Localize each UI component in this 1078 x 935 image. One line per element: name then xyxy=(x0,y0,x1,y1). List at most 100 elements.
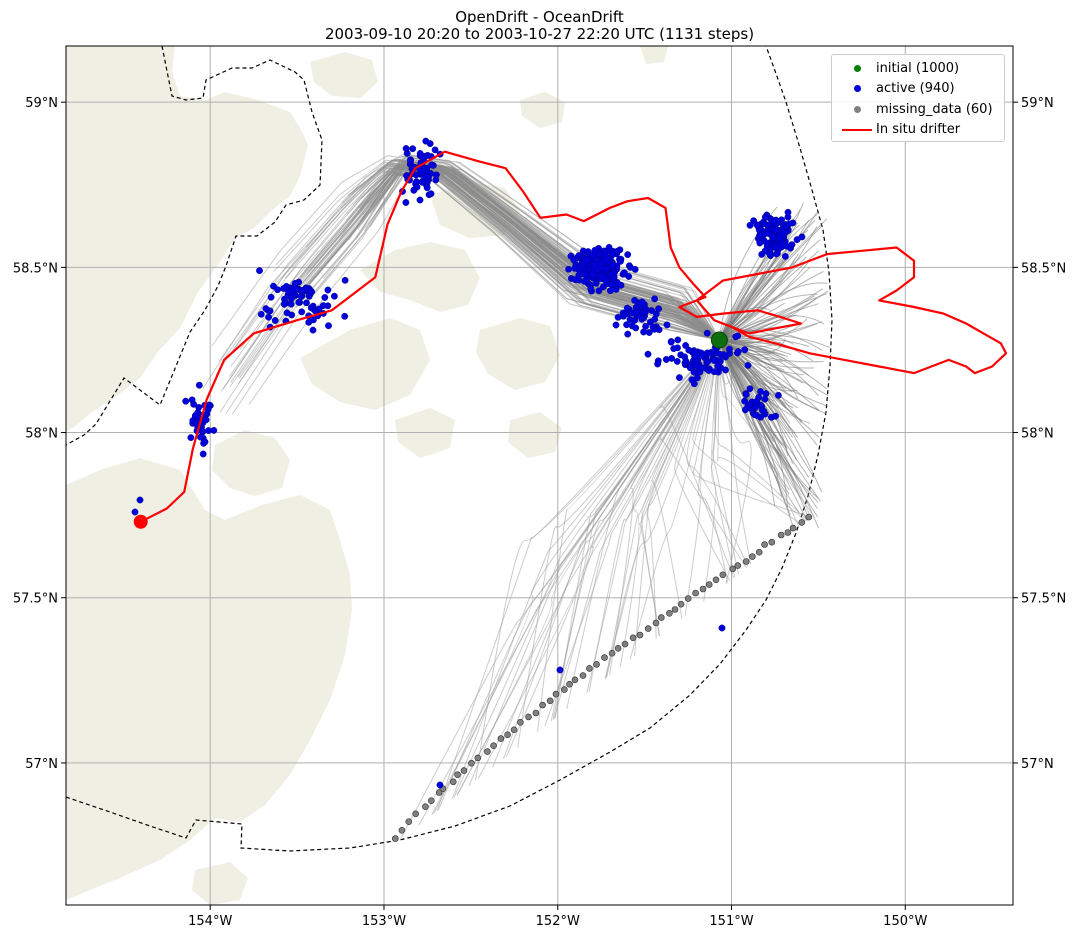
x-tick-label: 154°W xyxy=(188,914,232,929)
model-trajectory-line xyxy=(451,339,720,800)
model-trajectory-line xyxy=(537,339,720,732)
active-particle xyxy=(761,395,769,403)
model-trajectory-line xyxy=(433,339,720,814)
y-tick-label-right: 57.5°N xyxy=(1021,592,1066,607)
active-particle xyxy=(779,241,786,249)
active-particle xyxy=(436,781,444,789)
model-trajectory-line xyxy=(718,340,752,584)
model-trajectory-line xyxy=(230,165,720,383)
active-particle xyxy=(710,357,718,364)
active-particle xyxy=(608,281,616,289)
model-trajectory-line xyxy=(377,155,720,341)
model-trajectory-line xyxy=(340,163,720,341)
missing-data-particle xyxy=(692,589,699,597)
active-particle xyxy=(309,316,317,324)
model-trajectory-line xyxy=(289,173,720,341)
model-trajectory-line xyxy=(492,339,720,768)
missing-data-particle xyxy=(719,571,727,579)
active-particle xyxy=(407,157,414,165)
active-particle xyxy=(769,217,777,225)
active-particle xyxy=(623,304,631,312)
model-trajectory-line xyxy=(674,339,731,582)
model-trajectory-line xyxy=(453,339,720,798)
model-trajectory-line xyxy=(306,166,720,341)
active-particle xyxy=(756,227,763,234)
model-trajectory-line xyxy=(339,173,720,341)
active-particles xyxy=(131,137,806,789)
y-tick-label-left: 57.5°N xyxy=(13,592,58,607)
green-dot-icon xyxy=(853,64,861,72)
active-particle xyxy=(581,277,588,285)
model-trajectory-line xyxy=(351,159,720,341)
land-polygon xyxy=(520,92,565,128)
active-particle xyxy=(311,307,319,314)
missing-data-particle xyxy=(644,625,652,632)
missing-data-particle xyxy=(460,767,468,774)
model-trajectory-line xyxy=(348,174,720,341)
active-particle xyxy=(772,412,779,420)
active-particle xyxy=(292,285,300,293)
active-particle xyxy=(341,312,349,320)
active-particle xyxy=(428,161,435,169)
model-trajectory-line xyxy=(604,339,720,680)
legend-label: missing_data (60) xyxy=(876,101,993,117)
missing-data-particle xyxy=(517,718,524,726)
active-particle xyxy=(267,293,275,301)
missing-data-particle xyxy=(539,701,546,709)
model-trajectory-line xyxy=(360,168,720,341)
missing-data-particle xyxy=(586,665,593,672)
model-trajectory-line xyxy=(285,163,720,341)
active-particle xyxy=(210,426,218,434)
active-particle xyxy=(432,176,440,184)
active-particle xyxy=(624,251,632,259)
active-particle xyxy=(257,310,265,318)
model-trajectory-line xyxy=(301,168,720,341)
missing-data-particle xyxy=(614,644,622,652)
active-particle xyxy=(775,391,782,399)
active-particle xyxy=(307,287,315,295)
blue-dot-icon xyxy=(853,85,861,93)
model-trajectory-line xyxy=(586,339,720,694)
model-trajectory-line xyxy=(436,170,720,341)
active-particle xyxy=(556,666,564,674)
active-particle xyxy=(409,145,417,153)
active-particle xyxy=(763,239,771,247)
active-particle xyxy=(686,364,694,372)
y-tick-label-left: 57°N xyxy=(25,757,58,772)
active-particle xyxy=(575,252,583,260)
active-particle xyxy=(303,299,310,307)
land-polygon xyxy=(310,52,378,98)
y-tick-label-right: 57°N xyxy=(1021,757,1054,772)
model-trajectory-line xyxy=(295,173,720,341)
land-polygon xyxy=(508,412,562,458)
model-trajectory-line xyxy=(346,167,720,341)
missing-data-particle xyxy=(422,803,429,811)
active-particle xyxy=(741,397,748,405)
active-particle xyxy=(766,251,774,259)
model-trajectory-line xyxy=(352,162,720,341)
model-trajectory-line xyxy=(718,339,800,527)
active-particle xyxy=(324,302,332,310)
active-particle xyxy=(589,271,596,279)
active-particle xyxy=(688,376,696,384)
active-particle xyxy=(742,391,750,398)
active-particle xyxy=(654,360,661,368)
model-trajectory-line xyxy=(275,159,720,341)
missing-data-particle xyxy=(621,640,629,648)
initial-particles-marker xyxy=(710,331,728,349)
missing-data-particle xyxy=(398,826,406,834)
missing-data-particle xyxy=(566,680,573,688)
active-particle xyxy=(583,256,590,264)
model-trajectory-line xyxy=(719,288,823,341)
active-particle xyxy=(638,298,646,306)
active-particle xyxy=(575,276,583,284)
missing-data-particle xyxy=(636,631,644,639)
missing-data-particle xyxy=(560,686,568,693)
active-particle xyxy=(765,229,772,237)
active-particle xyxy=(330,292,338,300)
model-trajectory-line xyxy=(403,154,720,341)
model-trajectory-line xyxy=(719,334,830,348)
active-particle xyxy=(131,508,139,516)
model-trajectory-line xyxy=(719,262,809,341)
active-particle xyxy=(638,315,646,323)
